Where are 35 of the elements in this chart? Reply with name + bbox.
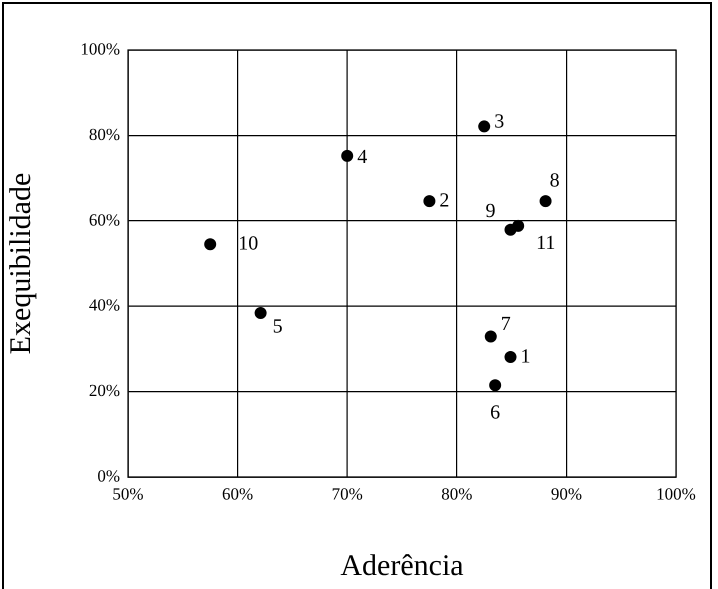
point	[512, 220, 524, 232]
y-tick-label: 0%	[97, 466, 120, 486]
point	[254, 307, 267, 320]
annotation: 6	[490, 401, 500, 424]
x-tick-label: 90%	[550, 484, 582, 504]
x-tick-label: 80%	[441, 484, 472, 504]
y-tick-label: 80%	[88, 124, 120, 144]
y-axis-title: Exequibilidade	[4, 172, 37, 354]
x-tick-label: 100%	[656, 484, 696, 504]
point	[204, 238, 216, 250]
annotation: 2	[439, 189, 450, 212]
point	[540, 195, 552, 208]
annotation: 3	[494, 110, 504, 133]
point	[341, 150, 354, 162]
point	[504, 351, 517, 364]
x-axis-title: Aderência	[340, 548, 464, 582]
annotation: 1	[520, 345, 531, 368]
annotation: 10	[238, 232, 258, 255]
y-tick-label: 100%	[80, 39, 120, 58]
point	[478, 120, 490, 132]
annotation: 9	[486, 200, 496, 222]
x-tick-label: 60%	[222, 484, 254, 504]
point	[423, 195, 436, 208]
annotation: 8	[550, 169, 560, 192]
annotation: 5	[272, 315, 283, 338]
y-tick-label: 40%	[88, 296, 120, 315]
y-tick-label: 60%	[88, 210, 120, 230]
point	[484, 330, 497, 343]
x-tick-label: 70%	[332, 484, 363, 504]
annotation: 7	[500, 312, 511, 335]
x-tick-label: 50%	[112, 484, 144, 504]
annotation: 11	[536, 232, 556, 254]
point	[489, 379, 502, 392]
annotation: 4	[357, 146, 368, 168]
y-tick-label: 20%	[88, 381, 120, 400]
